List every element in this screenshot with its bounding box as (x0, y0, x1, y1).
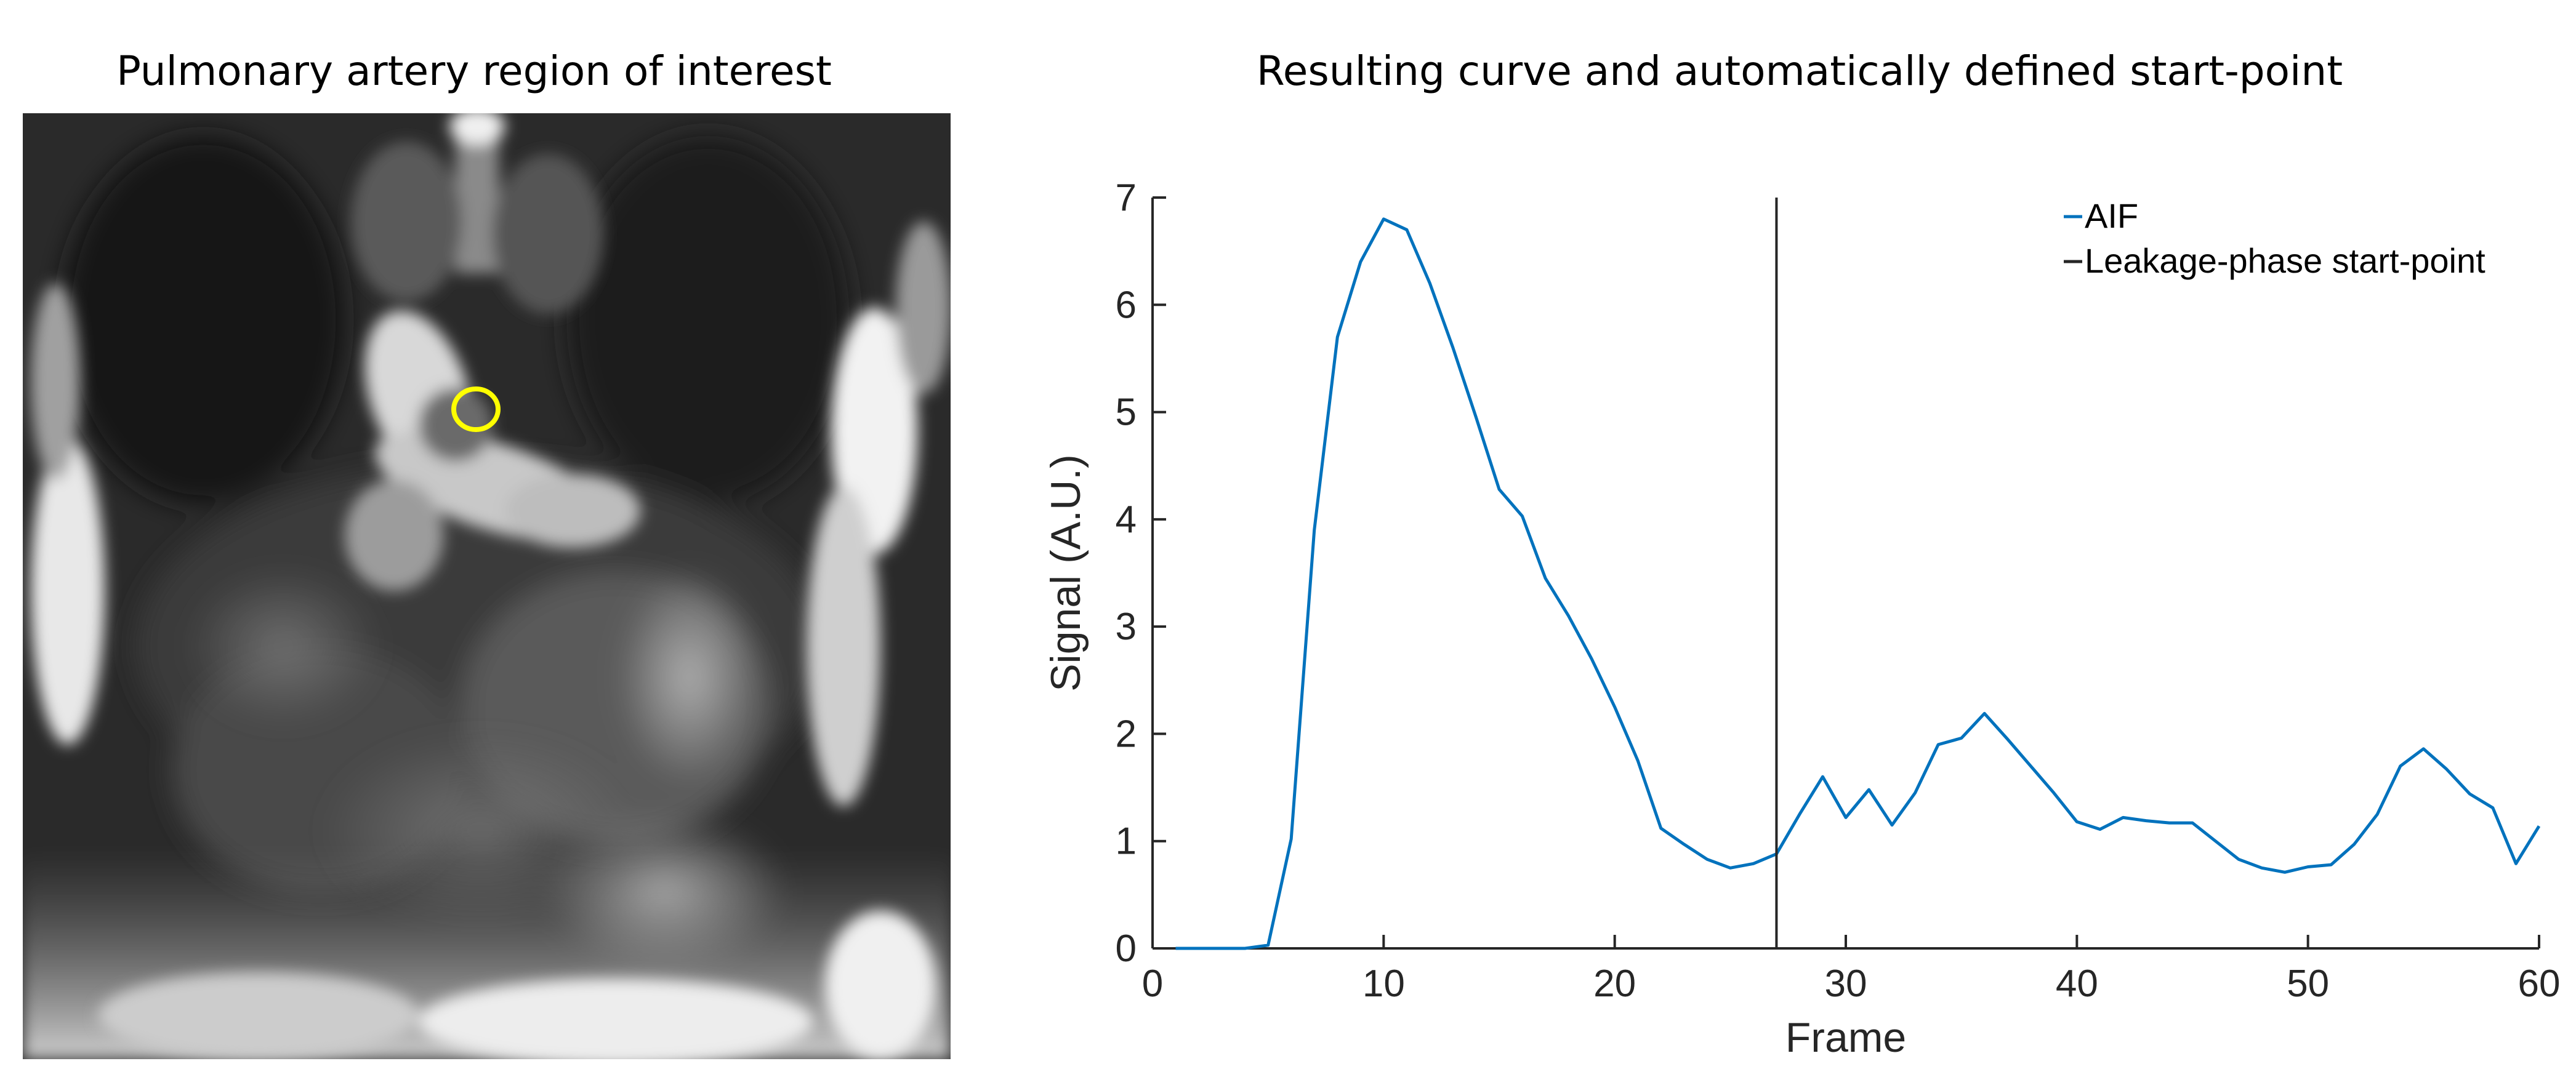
x-tick-label: 30 (1825, 963, 1867, 1005)
y-tick-label: 3 (1116, 606, 1137, 648)
y-tick-label: 4 (1116, 498, 1137, 541)
x-tick-label: 50 (2287, 963, 2329, 1005)
y-tick-label: 2 (1116, 713, 1137, 755)
y-tick-label: 6 (1116, 284, 1137, 326)
y-axis-ticks: 0 1 2 3 4 5 6 7 (1116, 177, 1166, 970)
chart-legend: AIF Leakage-phase start-point (2064, 196, 2485, 280)
y-tick-label: 7 (1116, 177, 1137, 219)
aif-chart: 0 10 20 30 40 50 60 0 1 2 3 4 5 6 7 Frame Signal (A.U… (1042, 177, 2560, 1061)
roi-circle-icon (451, 386, 501, 432)
mri-image (23, 113, 951, 1059)
chart-series (1175, 198, 2541, 950)
y-tick-label: 1 (1116, 820, 1137, 863)
legend-entry-start-point: Leakage-phase start-point (2085, 241, 2485, 280)
x-tick-label: 60 (2518, 963, 2561, 1005)
right-panel-title: Resulting curve and automatically define… (1257, 47, 2343, 95)
y-axis-label: Signal (A.U.) (1042, 454, 1089, 691)
y-tick-label: 5 (1116, 391, 1137, 434)
x-axis-ticks: 0 10 20 30 40 50 60 (1142, 935, 2561, 1005)
x-axis-label: Frame (1785, 1014, 1906, 1061)
legend-entry-aif: AIF (2085, 196, 2138, 235)
x-tick-label: 40 (2056, 963, 2098, 1005)
x-tick-label: 0 (1142, 963, 1163, 1005)
x-tick-label: 10 (1362, 963, 1405, 1005)
left-panel-title: Pulmonary artery region of interest (116, 47, 832, 95)
y-tick-label: 0 (1116, 927, 1137, 970)
x-tick-label: 20 (1593, 963, 1636, 1005)
aif-series-line (1175, 217, 2541, 950)
chart-axes (1151, 198, 2539, 950)
